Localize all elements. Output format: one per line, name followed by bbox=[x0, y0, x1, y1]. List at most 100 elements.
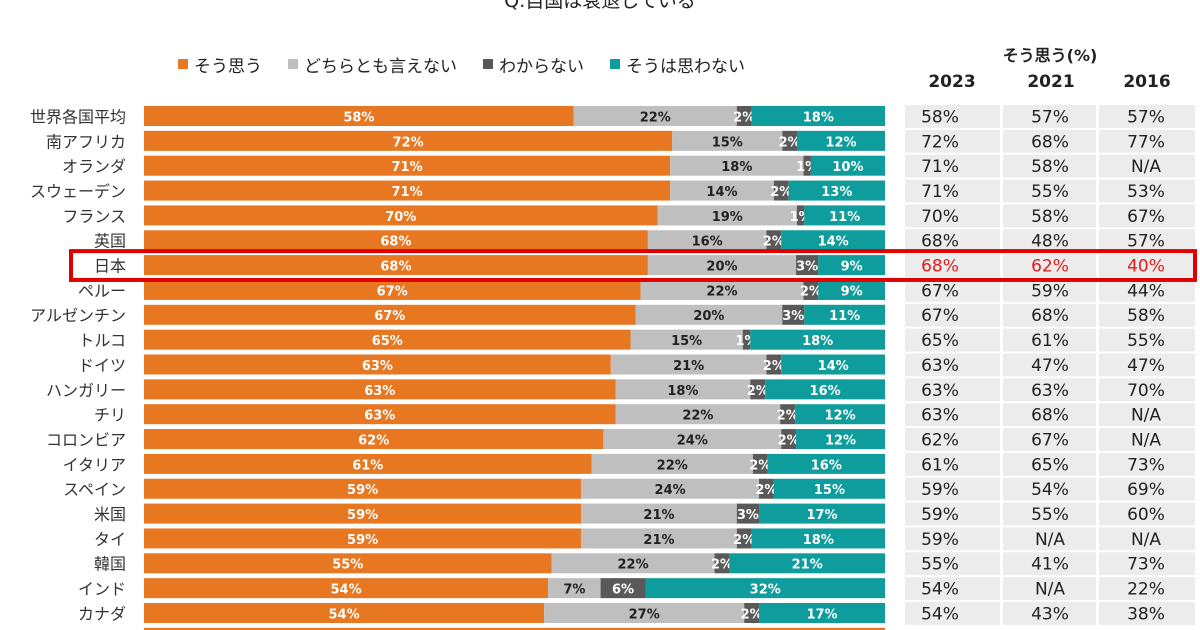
data-label: 9% bbox=[841, 284, 863, 299]
legend-label-disagree: そうは思わない bbox=[626, 56, 745, 77]
data-label: 22% bbox=[640, 110, 671, 125]
data-label: 21% bbox=[673, 359, 704, 374]
data-label: 22% bbox=[617, 558, 648, 573]
table-cell-bg bbox=[1099, 378, 1195, 402]
data-label: 55% bbox=[332, 558, 363, 573]
country-label: 南アフリカ bbox=[46, 132, 126, 151]
data-label: 67% bbox=[374, 309, 405, 324]
bar-segment bbox=[144, 130, 673, 151]
data-label: 15% bbox=[712, 135, 743, 150]
table-cell-bg bbox=[1003, 229, 1096, 253]
table-cell-bg bbox=[1003, 477, 1096, 501]
data-label: 2% bbox=[800, 284, 822, 299]
data-label: 16% bbox=[692, 235, 723, 250]
table-cell-bg bbox=[1003, 552, 1096, 576]
data-label: 54% bbox=[331, 583, 362, 598]
table-value: 60% bbox=[1127, 505, 1165, 525]
data-label: 71% bbox=[391, 185, 422, 200]
bar-segment bbox=[804, 304, 885, 325]
table-value: 58% bbox=[1031, 157, 1069, 177]
bar-segment bbox=[781, 230, 885, 251]
table-value: 59% bbox=[921, 480, 959, 500]
table-value: 57% bbox=[1031, 107, 1069, 127]
bar-segment bbox=[144, 279, 641, 300]
table-value: 54% bbox=[1031, 480, 1069, 500]
bar-segment bbox=[647, 255, 797, 276]
bar-segment bbox=[603, 429, 782, 450]
data-label: 68% bbox=[380, 235, 411, 250]
table-cell-bg bbox=[1003, 452, 1096, 476]
country-label: インド bbox=[78, 580, 126, 599]
table-cell-bg bbox=[1003, 502, 1096, 526]
table-value: 55% bbox=[1031, 505, 1069, 525]
bar-segment bbox=[144, 255, 648, 276]
table-cell-bg bbox=[1099, 278, 1195, 302]
data-label: 24% bbox=[677, 433, 708, 448]
table-year-2023: 2023 bbox=[928, 72, 976, 92]
data-label: 54% bbox=[329, 607, 360, 622]
table-value: N/A bbox=[1035, 580, 1065, 600]
table-value: 62% bbox=[921, 430, 959, 450]
bar-segment bbox=[803, 279, 819, 300]
data-label: 21% bbox=[643, 533, 674, 548]
table-cell-bg bbox=[905, 602, 1000, 625]
bar-segment bbox=[600, 578, 646, 599]
bar-segment bbox=[591, 453, 753, 474]
data-label: 63% bbox=[364, 409, 395, 424]
data-label: 62% bbox=[358, 433, 389, 448]
data-label: 2% bbox=[770, 185, 792, 200]
data-label: 20% bbox=[706, 260, 737, 275]
legend-swatch-agree bbox=[178, 59, 188, 69]
table-value: 55% bbox=[921, 555, 959, 575]
table-value: 68% bbox=[921, 257, 959, 277]
bar-segment bbox=[144, 354, 611, 375]
table-value: 47% bbox=[1031, 356, 1069, 376]
table-year-2021: 2021 bbox=[1027, 72, 1075, 92]
data-label: 12% bbox=[825, 135, 856, 150]
country-label: トルコ bbox=[78, 331, 126, 350]
bar-segment bbox=[773, 180, 789, 201]
bar-segment bbox=[751, 528, 885, 549]
table-value: 48% bbox=[1031, 232, 1069, 252]
table-value: 54% bbox=[921, 604, 959, 624]
bar-segment bbox=[630, 329, 743, 350]
table-cell-bg bbox=[1099, 403, 1195, 427]
table-value: 59% bbox=[1031, 281, 1069, 301]
table-cell-bg bbox=[1099, 129, 1195, 153]
bar-segment bbox=[144, 429, 604, 450]
table-value: 22% bbox=[1127, 580, 1165, 600]
data-label: 3% bbox=[782, 309, 804, 324]
bar-segment bbox=[751, 106, 885, 126]
table-cell-bg bbox=[1099, 477, 1195, 501]
table-value: 63% bbox=[921, 406, 959, 426]
table-cell-bg bbox=[1099, 154, 1195, 178]
data-label: 6% bbox=[612, 583, 634, 598]
data-label: 15% bbox=[671, 334, 702, 349]
table-cell-bg bbox=[1003, 328, 1096, 352]
bar-segment bbox=[752, 453, 768, 474]
bar-segment bbox=[766, 354, 782, 375]
bar-segment bbox=[615, 379, 751, 400]
table-value: 67% bbox=[921, 306, 959, 326]
bar-segment bbox=[796, 130, 885, 151]
bar-segment bbox=[144, 603, 545, 623]
data-label: 17% bbox=[806, 607, 837, 622]
legend-item-dont-know: わからない bbox=[483, 52, 584, 77]
bar-segment bbox=[551, 553, 715, 574]
data-label: 2% bbox=[777, 409, 799, 424]
table-value: 67% bbox=[921, 281, 959, 301]
table-cell-bg bbox=[1003, 105, 1096, 128]
data-label: 65% bbox=[372, 334, 403, 349]
data-label: 24% bbox=[655, 483, 686, 498]
data-label: 11% bbox=[829, 210, 860, 225]
bar-segment bbox=[144, 205, 658, 226]
bar-segment bbox=[144, 478, 582, 499]
bar-segment bbox=[544, 603, 745, 623]
data-label: 2% bbox=[779, 135, 801, 150]
data-label: 2% bbox=[755, 483, 777, 498]
table-value: 73% bbox=[1127, 555, 1165, 575]
data-label: 11% bbox=[829, 309, 860, 324]
country-label: イタリア bbox=[63, 455, 126, 474]
table-value: N/A bbox=[1035, 530, 1065, 550]
country-label: 米国 bbox=[94, 505, 126, 524]
